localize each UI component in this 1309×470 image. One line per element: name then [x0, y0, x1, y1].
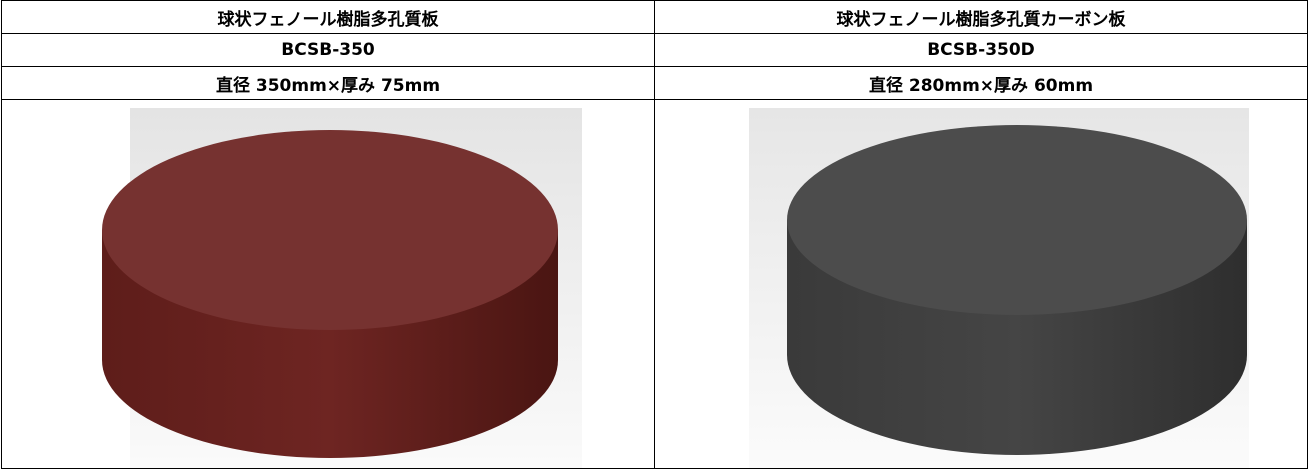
product-photo — [749, 108, 1249, 468]
name-row: 球状フェノール樹脂多孔質板 球状フェノール樹脂多孔質カーボン板 — [1, 0, 1308, 34]
cell: 直径 350mm×厚み 75mm — [1, 66, 655, 100]
disc-top — [787, 125, 1247, 315]
cell: 直径 280mm×厚み 60mm — [654, 66, 1308, 100]
product-photo — [102, 108, 582, 468]
image-row — [1, 99, 1308, 469]
size-row: 直径 350mm×厚み 75mm 直径 280mm×厚み 60mm — [1, 66, 1308, 100]
image-cell — [1, 99, 655, 469]
cell: BCSB-350 — [1, 33, 655, 67]
cell: BCSB-350D — [654, 33, 1308, 67]
cell: 球状フェノール樹脂多孔質板 — [1, 0, 655, 34]
model-row: BCSB-350 BCSB-350D — [1, 33, 1308, 67]
image-cell — [654, 99, 1308, 469]
disc-top — [102, 130, 558, 330]
cell: 球状フェノール樹脂多孔質カーボン板 — [654, 0, 1308, 34]
